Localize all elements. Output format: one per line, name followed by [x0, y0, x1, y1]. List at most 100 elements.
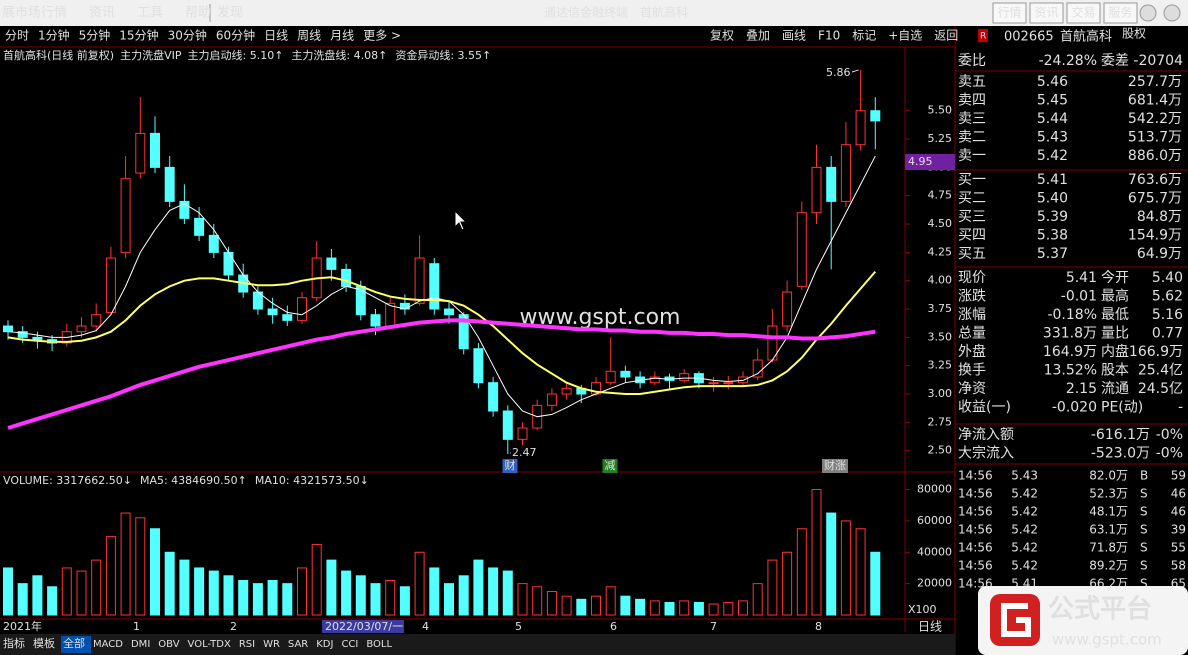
logo-title: 公式平台: [1048, 594, 1152, 625]
period-tab[interactable]: 月线: [330, 29, 354, 43]
menu-item[interactable]: 帮助: [185, 6, 211, 21]
tab[interactable]: MACD: [93, 639, 123, 650]
period-label: 日线: [918, 620, 942, 634]
stats-cell: 涨跌: [958, 289, 986, 305]
stats-cell: 外盘: [958, 343, 986, 360]
period-tab[interactable]: 1分钟: [38, 28, 70, 43]
x-tick-label: 5: [515, 620, 522, 633]
tool-button[interactable]: F10: [818, 29, 840, 43]
y-tick-label: 5.50: [928, 104, 953, 117]
tool-button[interactable]: 叠加: [746, 29, 770, 43]
candle-body: [723, 382, 734, 385]
logo-url: www.gspt.com: [1052, 631, 1162, 649]
trades-cell: 63.1万: [1089, 523, 1128, 537]
period-tab[interactable]: 5分钟: [79, 28, 111, 43]
chart-title: 主力洗盘VIP: [120, 48, 182, 62]
close[interactable]: [1163, 4, 1181, 22]
tool-button[interactable]: 复权: [710, 29, 734, 43]
tool-button[interactable]: 返回: [934, 29, 958, 43]
tab[interactable]: 指标: [3, 636, 25, 650]
tab[interactable]: CCI: [341, 639, 358, 650]
bids-cell: 5.41: [1037, 172, 1068, 188]
tab[interactable]: SAR: [288, 639, 308, 650]
logo-icon: [990, 594, 1040, 646]
volume-bar: [91, 559, 102, 616]
menu-button-label[interactable]: 服务: [1108, 5, 1132, 20]
stats-cell: 今开: [1101, 270, 1129, 286]
tab[interactable]: VOL-TDX: [188, 639, 231, 650]
tab[interactable]: RSI: [239, 639, 255, 650]
trades-cell: 5.42: [1011, 505, 1038, 519]
volume-bar: [135, 517, 146, 616]
toolbar: [0, 26, 955, 46]
bids-cell: 154.9万: [1128, 228, 1182, 244]
trades-cell: 14:56: [958, 523, 993, 537]
y-tick-label: 3.50: [928, 330, 953, 343]
candle-body: [444, 308, 454, 316]
y-tick-label: 3.25: [928, 359, 953, 372]
tab[interactable]: 模板: [33, 636, 55, 650]
volume-bar: [355, 575, 366, 616]
candle-body: [782, 291, 793, 327]
menu-button[interactable]: [992, 2, 1027, 24]
candle-body: [326, 257, 337, 270]
tab[interactable]: DMI: [131, 639, 150, 650]
menu-button[interactable]: [1103, 2, 1138, 24]
menu-button-label[interactable]: 行情: [997, 6, 1021, 20]
volume-bar: [252, 583, 263, 616]
trades-cell: 5.42: [1011, 541, 1038, 555]
period-tab[interactable]: 周线: [297, 29, 321, 43]
flows-cell: 大宗流入: [958, 446, 1014, 462]
stats-cell: 股本: [1101, 363, 1129, 379]
bids-cell: 买四: [958, 228, 986, 244]
tool-button[interactable]: 画线: [782, 29, 806, 43]
tab[interactable]: KDJ: [316, 639, 333, 650]
x-tick-label: 8: [815, 620, 822, 633]
asks-cell: 卖三: [958, 111, 986, 127]
menu-button[interactable]: [1029, 2, 1064, 24]
menu-button-label[interactable]: 资讯: [1034, 6, 1058, 20]
volume-bar: [561, 595, 572, 616]
period-tab[interactable]: 30分钟: [168, 28, 207, 43]
period-tab[interactable]: 15分钟: [119, 28, 158, 43]
window-controls[interactable]: [1139, 4, 1181, 22]
candle-body: [297, 297, 307, 321]
period-tab[interactable]: 60分钟: [216, 28, 255, 43]
menu-item[interactable]: 资讯: [89, 6, 115, 21]
asks-cell: 卖一: [958, 148, 986, 164]
tab[interactable]: OBV: [158, 639, 179, 650]
candle-body: [796, 212, 807, 287]
trades-cell: S: [1140, 541, 1148, 555]
menu-button-label[interactable]: 交易: [1071, 5, 1095, 20]
period-tab-active[interactable]: 日线: [264, 29, 288, 43]
tab[interactable]: BOLL: [366, 639, 392, 650]
tool-button[interactable]: 标记: [852, 29, 876, 43]
volume-bar: [194, 567, 205, 616]
volume-bar: [429, 567, 440, 616]
period-tab[interactable]: 分时: [5, 29, 29, 43]
tab[interactable]: WR: [263, 639, 280, 650]
bids-cell: 买一: [958, 172, 986, 188]
asks-cell: 5.45: [1037, 93, 1068, 109]
candle-body: [370, 314, 381, 327]
volume-bar: [3, 567, 13, 616]
minimize[interactable]: [1139, 4, 1157, 22]
stock-code: 002665: [1004, 30, 1054, 45]
trades-cell: 5.42: [1011, 523, 1038, 537]
date-label: 2022/03/07/一: [325, 620, 403, 633]
period-tab[interactable]: 更多 >: [363, 29, 401, 43]
legend-name: 主力洗盘线: [291, 48, 346, 62]
menu-item[interactable]: 工具: [137, 6, 163, 21]
menu-item[interactable]: 展市场行情: [2, 5, 67, 21]
menu-button[interactable]: [1066, 2, 1101, 24]
tool-button[interactable]: +自选: [888, 29, 922, 43]
trades-cell: 71.8万: [1089, 541, 1128, 555]
tab-active[interactable]: 全部: [63, 636, 85, 650]
candle-body: [179, 200, 190, 219]
volume-bar: [267, 580, 278, 616]
trades-cell: 46: [1171, 487, 1186, 501]
volume-bar: [796, 528, 807, 616]
stats-cell: 331.8万: [1043, 326, 1097, 342]
menu-item[interactable]: 发现: [217, 5, 243, 21]
volume-bar: [76, 570, 87, 616]
